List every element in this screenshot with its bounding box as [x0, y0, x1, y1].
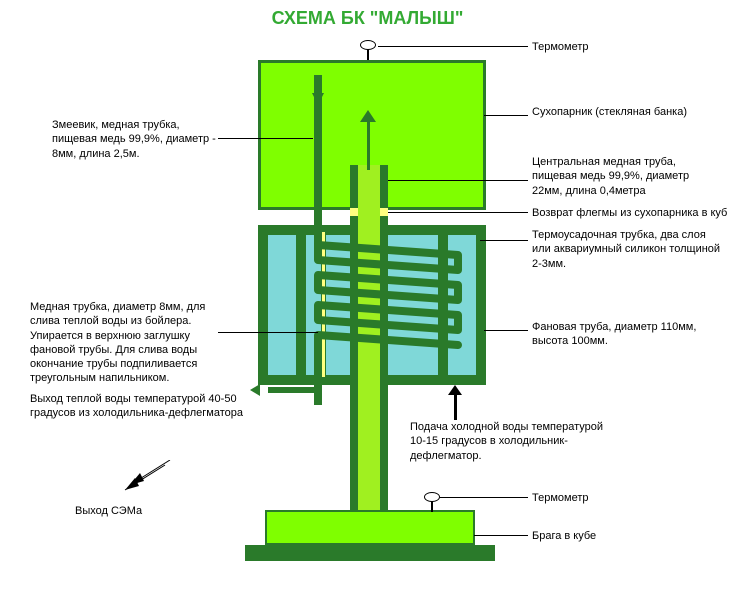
warm-out-head: [250, 384, 260, 396]
lead-coil: [218, 138, 313, 139]
label-coil: Змеевик, медная трубка, пищевая медь 99,…: [52, 118, 217, 161]
label-sema: Выход СЭМа: [75, 504, 142, 518]
thermometer-bottom-bulb: [424, 492, 440, 502]
sema-arrow: [115, 460, 175, 500]
bottom-tank: [265, 510, 475, 545]
lead-thermo-bot: [440, 497, 528, 498]
lead-thermo-top: [378, 46, 528, 47]
thermometer-top-bulb: [360, 40, 376, 50]
lead-braga: [474, 535, 528, 536]
lead-shrink: [480, 240, 528, 241]
bottom-plate: [245, 545, 495, 561]
lead-centerpipe: [388, 180, 528, 181]
label-fanpipe: Фановая труба, диаметр 110мм, высота 100…: [532, 320, 722, 349]
label-centerpipe: Центральная медная труба, пищевая медь 9…: [532, 155, 722, 198]
label-drain: Медная трубка, диаметр 8мм, для слива те…: [30, 300, 230, 386]
lead-phlegm: [388, 212, 528, 213]
label-warmwater: Выход теплой воды температурой 40-50 гра…: [30, 392, 245, 421]
lead-dryjar: [484, 115, 528, 116]
lead-fanpipe: [484, 330, 528, 331]
diagram-title: СХЕМА БК "МАЛЫШ": [0, 0, 735, 29]
label-coldwater: Подача холодной воды температурой 10-15 …: [410, 420, 620, 463]
label-dryjar: Сухопарник (стекляная банка): [532, 105, 712, 119]
coil-svg: [268, 75, 488, 405]
label-thermo-bot: Термометр: [532, 491, 589, 505]
label-shrink: Термоусадочная трубка, два слоя или аква…: [532, 228, 727, 271]
label-thermo-top: Термометр: [532, 40, 589, 54]
label-phlegm: Возврат флегмы из сухопарника в куб: [532, 206, 732, 220]
cold-in-stem: [454, 392, 457, 420]
cold-in-head: [448, 385, 462, 395]
lead-drain: [218, 332, 318, 333]
label-braga: Брага в кубе: [532, 529, 596, 543]
